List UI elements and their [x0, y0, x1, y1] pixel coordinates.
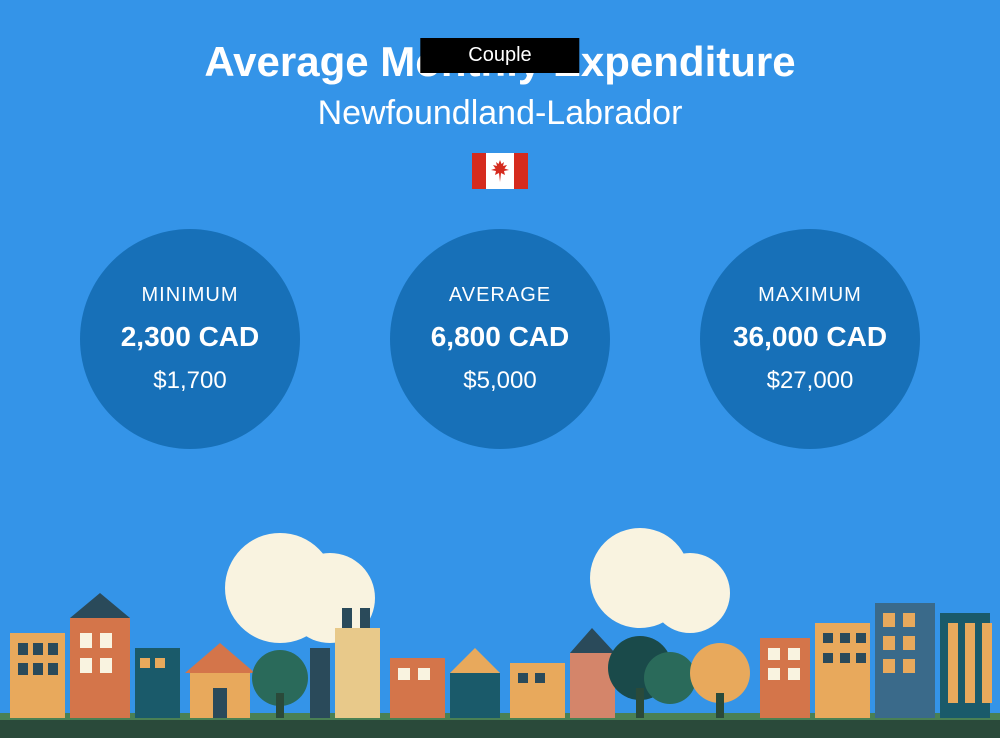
stat-label: AVERAGE [449, 284, 551, 307]
stat-sub-value: $27,000 [767, 367, 854, 395]
category-tab[interactable]: Couple [420, 38, 579, 73]
stat-main-value: 2,300 CAD [121, 321, 260, 353]
stats-container: MINIMUM 2,300 CAD $1,700 AVERAGE 6,800 C… [0, 229, 1000, 449]
stat-label: MAXIMUM [758, 284, 862, 307]
skyline-illustration [0, 518, 1000, 738]
stat-minimum: MINIMUM 2,300 CAD $1,700 [80, 229, 300, 449]
stat-average: AVERAGE 6,800 CAD $5,000 [390, 229, 610, 449]
stat-label: MINIMUM [142, 284, 239, 307]
stat-sub-value: $5,000 [463, 367, 536, 395]
stat-maximum: MAXIMUM 36,000 CAD $27,000 [700, 229, 920, 449]
stat-main-value: 36,000 CAD [733, 321, 887, 353]
page-subtitle: Newfoundland-Labrador [0, 94, 1000, 133]
stat-main-value: 6,800 CAD [431, 321, 570, 353]
canada-flag-icon [472, 153, 528, 189]
stat-sub-value: $1,700 [153, 367, 226, 395]
